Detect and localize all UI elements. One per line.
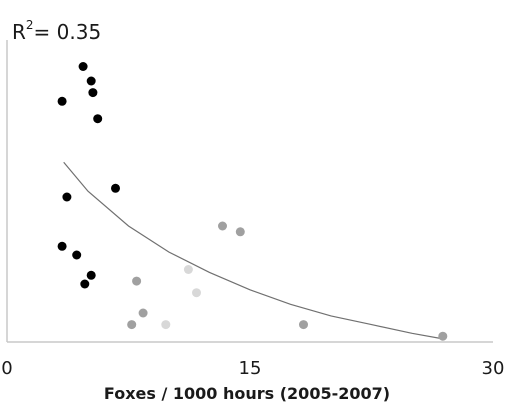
data-point-mid bbox=[127, 320, 137, 330]
data-point-dark bbox=[72, 250, 82, 260]
x-tick-label: 0 bbox=[1, 358, 12, 379]
data-point-light bbox=[192, 288, 201, 298]
data-point-mid bbox=[438, 331, 448, 341]
data-point-light bbox=[161, 320, 171, 330]
data-point-dark bbox=[57, 96, 67, 106]
data-point-light bbox=[183, 265, 193, 274]
labels-group: 0 15 30 bbox=[1, 358, 504, 379]
data-point-mid bbox=[235, 227, 245, 237]
points-group bbox=[57, 62, 448, 341]
axes bbox=[6, 40, 493, 343]
data-point-dark bbox=[57, 241, 67, 251]
r-squared-suffix: = 0.35 bbox=[34, 20, 102, 44]
data-point-mid bbox=[138, 308, 148, 318]
data-point-dark bbox=[80, 279, 90, 289]
x-axis-label: Foxes / 1000 hours (2005-2007) bbox=[104, 384, 390, 403]
data-point-dark bbox=[93, 114, 103, 124]
data-point-dark bbox=[111, 183, 120, 193]
r-squared-annotation: R2= 0.35 bbox=[12, 18, 101, 44]
r-squared-superscript: 2 bbox=[26, 18, 34, 32]
data-point-dark bbox=[62, 192, 72, 202]
x-tick-label: 30 bbox=[482, 358, 505, 379]
data-point-dark bbox=[86, 76, 96, 86]
data-point-mid bbox=[218, 221, 227, 231]
data-point-mid bbox=[132, 276, 142, 286]
trend-line bbox=[63, 161, 445, 340]
trendline-group bbox=[63, 161, 445, 340]
r-squared-prefix: R bbox=[12, 20, 26, 44]
data-point-mid bbox=[299, 320, 308, 330]
data-point-dark bbox=[88, 88, 98, 98]
x-tick-label: 15 bbox=[239, 358, 262, 379]
data-point-dark bbox=[78, 62, 88, 71]
data-point-dark bbox=[86, 270, 96, 280]
